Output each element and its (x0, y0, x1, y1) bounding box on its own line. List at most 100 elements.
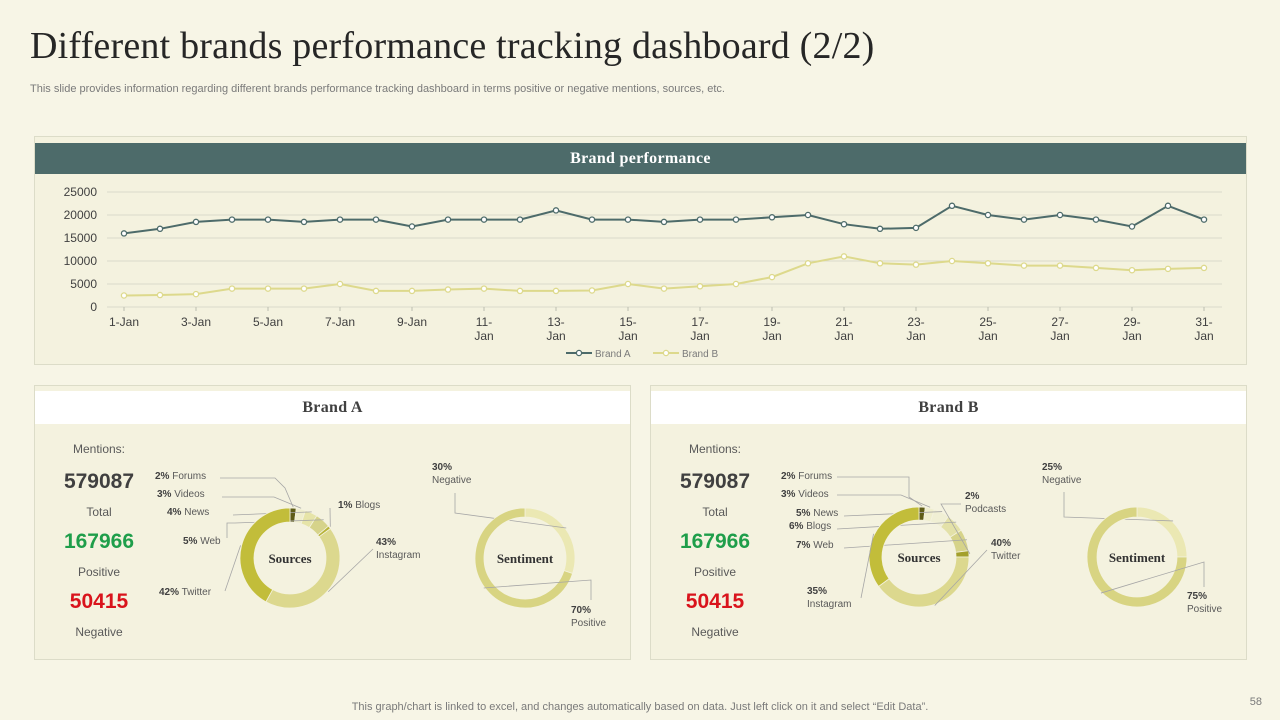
brand-a-donut-charts: 2% Forums 3% Videos 4% News 5% Web 1% Blogs 4… (155, 462, 606, 629)
data-point (1092, 264, 1100, 272)
data-point (696, 283, 704, 290)
donut-center-label: Sentiment (1109, 550, 1166, 565)
brand-performance-header: Brand performance (35, 143, 1246, 174)
x-tick-label: 15- (619, 315, 636, 329)
positive-label: Positive (77, 565, 121, 579)
slice-pct-label: 3% (157, 489, 172, 500)
positive-mentions-value: 167966 (63, 530, 135, 553)
data-point (840, 253, 848, 260)
slice-pct-label: 30% (432, 462, 452, 473)
leader-line (837, 476, 923, 507)
data-point (1020, 216, 1028, 223)
data-point (984, 260, 992, 267)
donut-slice-twitter (239, 507, 291, 603)
x-tick-label: 13- (547, 315, 564, 329)
data-point (912, 224, 920, 232)
y-tick-label: 10000 (64, 254, 98, 268)
data-point (120, 230, 128, 237)
data-point (732, 280, 740, 288)
y-tick-label: 5000 (70, 277, 97, 291)
x-tick-label: 11- (476, 315, 492, 329)
data-point (624, 216, 632, 223)
donut-slice-instagram (265, 528, 341, 609)
slice-pct-label: 6% (789, 521, 804, 532)
slice-pct-label: 75% (1187, 591, 1207, 602)
data-point (552, 207, 560, 214)
brand-b-header: Brand B (651, 391, 1246, 424)
x-tick-label: Jan (690, 329, 709, 343)
data-point (264, 216, 272, 223)
slice-pct-label: 70% (571, 605, 591, 616)
leader-line (1063, 492, 1174, 522)
data-point (228, 216, 236, 223)
data-point (300, 285, 308, 292)
x-tick-label: Jan (1122, 329, 1141, 343)
slice-label: 4% News (167, 507, 209, 518)
donut-center-label: Sources (897, 550, 940, 565)
x-tick-label: 5-Jan (253, 315, 283, 329)
slice-label: 2% Forums (155, 471, 206, 482)
negative-mentions-value: 50415 (685, 590, 745, 613)
leader-line (454, 493, 567, 529)
data-point (336, 280, 344, 288)
donut-slice-instagram (868, 506, 920, 587)
x-tick-label: Jan (762, 329, 781, 343)
x-tick-label: Jan (834, 329, 853, 343)
legend-label: Brand A (595, 349, 631, 360)
data-point (768, 273, 776, 281)
x-tick-label: 27- (1051, 315, 1068, 329)
data-point (840, 220, 848, 228)
brand-a-header: Brand A (35, 391, 630, 424)
data-point (192, 290, 200, 298)
data-point (948, 257, 956, 265)
data-point (1092, 216, 1100, 223)
slice-label: 5% News (796, 508, 838, 519)
leader-line (222, 496, 302, 509)
negative-mentions-value: 50415 (69, 590, 129, 613)
y-tick-label: 20000 (64, 208, 98, 222)
data-point (516, 216, 524, 223)
donut-center-label: Sentiment (497, 551, 554, 566)
data-point (516, 287, 524, 295)
brand-performance-line-chart[interactable]: 25000 20000 15000 10000 5000 0 1-Jan 3-Jan 5-Jan… (35, 137, 1248, 366)
leader-line (220, 477, 294, 508)
legend-label: Brand B (682, 349, 718, 360)
slice-name-label: Twitter (179, 587, 212, 598)
slice-label: 7% Web (796, 540, 834, 551)
slice-name-label: Blogs (803, 521, 831, 532)
data-point (1020, 262, 1028, 269)
data-point (1128, 266, 1136, 274)
slice-pct-label: 3% (781, 489, 796, 500)
data-point (120, 292, 128, 299)
slice-pct-label: 5% (183, 536, 198, 547)
data-point (372, 287, 380, 295)
data-point (552, 287, 560, 295)
data-point (804, 211, 812, 219)
data-point (408, 287, 416, 295)
x-tick-label: 21- (835, 315, 852, 329)
x-tick-label: 9-Jan (397, 315, 427, 329)
slice-name-label: Web (197, 536, 221, 547)
data-point (660, 285, 668, 292)
y-tick-label: 25000 (64, 185, 98, 199)
slice-name-label: Podcasts (965, 504, 1006, 515)
total-label: Total (86, 505, 112, 519)
data-point (1200, 264, 1208, 272)
leader-line (224, 545, 241, 592)
x-tick-label: Jan (474, 329, 493, 343)
leader-line (483, 579, 592, 600)
slice-name-label: News (810, 508, 838, 519)
brand-b-card: Brand B Mentions: 579087 Total 167966 Po… (650, 385, 1247, 660)
slice-pct-label: 2% (965, 491, 980, 502)
x-tick-label: 23- (907, 315, 924, 329)
data-point (1056, 262, 1064, 269)
data-point (156, 225, 164, 233)
leader-line (327, 548, 374, 593)
slice-label: 3% Videos (781, 489, 829, 500)
data-point (408, 223, 416, 230)
slice-pct-label: 1% (338, 500, 353, 511)
slice-name-label: Web (810, 540, 834, 551)
total-label: Total (702, 505, 728, 519)
data-point (1200, 216, 1208, 223)
slice-pct-label: 43% (376, 537, 396, 548)
